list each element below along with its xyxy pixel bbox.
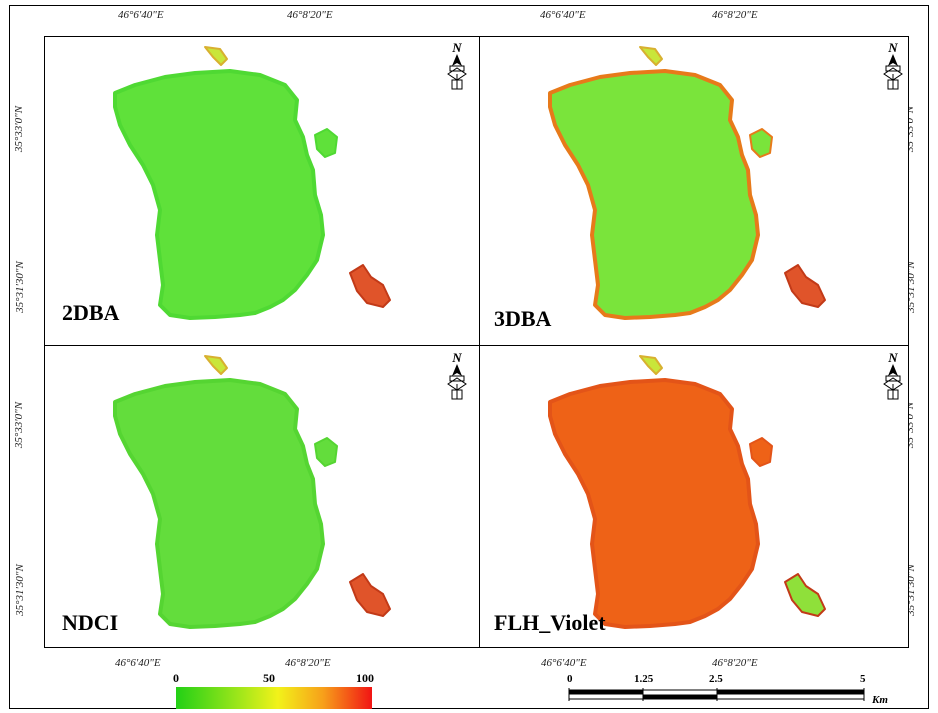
map-panel-3dba — [479, 36, 909, 346]
color-legend-bar — [176, 687, 372, 709]
lake-raster — [113, 46, 391, 320]
north-arrow-icon: N — [444, 350, 470, 402]
legend-tick: 50 — [263, 671, 275, 685]
lake-island — [349, 264, 391, 308]
panel-label-ndci: NDCI — [62, 610, 119, 635]
lake-shape — [113, 378, 325, 629]
north-arrow-icon: N — [880, 40, 906, 92]
lake-inlet — [204, 355, 228, 375]
svg-text:N: N — [887, 350, 898, 365]
lon-label: 46°8'20"E — [287, 9, 333, 21]
scale-tick: 2.5 — [709, 673, 723, 685]
lon-label: 46°6'40"E — [540, 9, 586, 21]
svg-text:N: N — [887, 40, 898, 55]
lon-label: 46°8'20"E — [285, 657, 331, 669]
lake-shape — [548, 69, 760, 320]
scale-tick: 5 — [860, 673, 866, 685]
lake-inlet — [204, 46, 228, 66]
north-arrow-icon: N — [444, 40, 470, 92]
lon-label: 46°6'40"E — [115, 657, 161, 669]
lat-label: 35°31'30"N — [13, 261, 26, 313]
map-frame — [9, 5, 929, 709]
scale-bar — [568, 688, 865, 701]
svg-text:N: N — [451, 350, 462, 365]
panel-label-flh-violet: FLH_Violet — [494, 610, 606, 635]
lon-label: 46°6'40"E — [118, 9, 164, 21]
scale-tick: 0 — [567, 673, 573, 685]
lake-shape — [113, 69, 325, 320]
lake-island — [349, 573, 391, 617]
lake-raster — [548, 355, 826, 629]
lake-island — [784, 264, 826, 308]
lake-inlet — [639, 355, 663, 375]
lake-raster — [548, 46, 826, 320]
lake-inlet — [639, 46, 663, 66]
map-panel-ndci — [44, 345, 480, 648]
lake-raster — [113, 355, 391, 629]
lake-bay — [314, 437, 338, 467]
legend-tick: 100 — [356, 671, 374, 685]
scale-unit: Km — [872, 694, 888, 706]
map-panel-flh-violet — [479, 345, 909, 648]
lon-label: 46°8'20"E — [712, 9, 758, 21]
lake-island — [784, 573, 826, 617]
svg-text:N: N — [451, 40, 462, 55]
north-arrow-icon: N — [880, 350, 906, 402]
scale-tick: 1.25 — [634, 673, 654, 685]
lake-bay — [749, 437, 773, 467]
lat-label: 35°33'0"N — [13, 105, 26, 153]
lake-shape — [548, 378, 760, 629]
panel-label-3dba: 3DBA — [494, 306, 552, 331]
legend-tick: 0 — [173, 671, 179, 685]
lat-label: 35°33'0"N — [13, 401, 26, 449]
lon-label: 46°6'40"E — [541, 657, 587, 669]
lake-bay — [314, 128, 338, 158]
lake-bay — [749, 128, 773, 158]
lon-label: 46°8'20"E — [712, 657, 758, 669]
lat-label: 35°31'30"N — [13, 564, 26, 616]
panel-label-2dba: 2DBA — [62, 300, 120, 325]
